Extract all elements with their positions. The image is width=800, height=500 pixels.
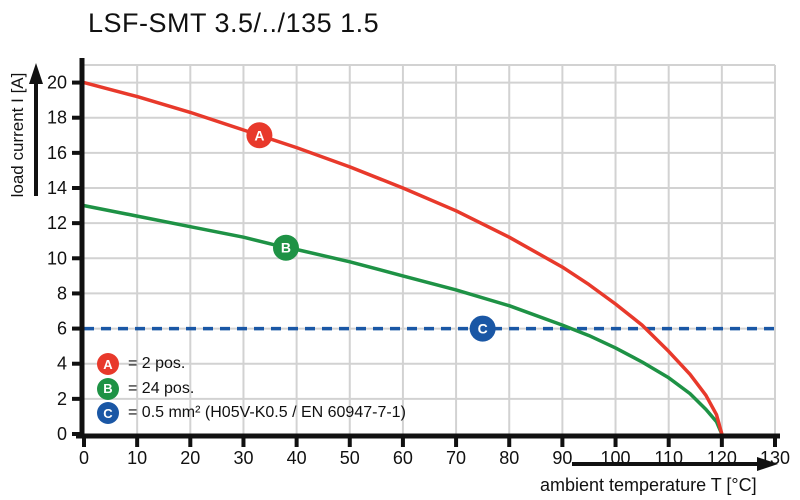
y-tick-label: 14	[47, 178, 67, 198]
y-tick-label: 4	[57, 354, 67, 374]
x-tick-label: 70	[446, 448, 466, 468]
y-tick-label: 12	[47, 213, 67, 233]
legend-item-a: A = 2 pos.	[97, 352, 406, 377]
x-tick-label: 50	[340, 448, 360, 468]
chart-title: LSF-SMT 3.5/../135 1.5	[88, 8, 380, 38]
y-tick-label: 2	[57, 389, 67, 409]
marker-letter-A: A	[254, 127, 264, 143]
y-axis-label: load current I [A]	[8, 72, 27, 198]
legend-label-a: = 2 pos.	[128, 355, 186, 373]
x-tick-label: 90	[552, 448, 572, 468]
legend-marker-c: C	[97, 402, 119, 425]
y-tick-label: 6	[57, 319, 67, 339]
x-tick-label: 40	[287, 448, 307, 468]
x-tick-label: 80	[499, 448, 519, 468]
y-tick-label: 10	[47, 248, 67, 268]
curve-A	[83, 80, 724, 435]
y-tick-label: 0	[57, 424, 67, 444]
marker-A	[246, 122, 273, 149]
marker-letter-C: C	[478, 321, 488, 337]
x-axis-label: ambient temperature T [°C]	[540, 475, 757, 495]
marker-C	[469, 315, 496, 342]
legend-label-b: = 24 pos.	[128, 379, 195, 397]
marker-letter-B: B	[281, 240, 291, 256]
x-tick-label: 30	[233, 448, 253, 468]
legend-marker-b: B	[97, 377, 119, 400]
x-tick-label: 0	[79, 448, 89, 468]
x-axis-arrowhead	[757, 457, 778, 471]
legend-item-c: C = 0.5 mm² (H05V-K0.5 / EN 60947-7-1)	[97, 401, 406, 426]
marker-B	[272, 234, 299, 261]
legend: A = 2 pos. B = 24 pos. C = 0.5 mm² (H05V…	[97, 352, 406, 426]
curve-B	[83, 203, 724, 435]
x-tick-label: 20	[180, 448, 200, 468]
y-tick-label: 20	[47, 73, 67, 93]
x-tick-label: 10	[127, 448, 147, 468]
legend-item-b: B = 24 pos.	[97, 377, 406, 402]
y-tick-label: 18	[47, 108, 67, 128]
legend-label-c: = 0.5 mm² (H05V-K0.5 / EN 60947-7-1)	[128, 404, 406, 422]
y-axis-arrowhead	[29, 63, 43, 84]
legend-marker-a: A	[97, 353, 119, 376]
y-tick-label: 16	[47, 143, 67, 163]
x-tick-label: 60	[393, 448, 413, 468]
y-tick-label: 8	[57, 283, 67, 303]
